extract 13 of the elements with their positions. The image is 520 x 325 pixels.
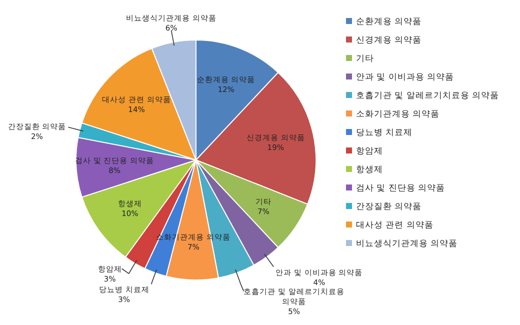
legend-label: 검사 및 진단용 의약품 [356,184,446,194]
legend-label: 대사성 관련 의약품 [356,220,434,230]
legend-label: 신경계용 의약품 [356,36,422,46]
legend-label: 당뇨병 치료제 [356,128,413,138]
legend-label: 비뇨생식기관계용 의약품 [356,239,458,249]
legend-label: 항암제 [356,146,383,156]
legend-label: 소화기관계용 의약품 [356,110,440,120]
legend-label: 항생제 [356,165,383,175]
legend-label: 순환계용 의약품 [356,17,422,27]
legend-label: 안과 및 이비과용 의약품 [356,72,454,82]
legend-label: 호흡기관 및 알레르기치료용 의약품 [356,91,500,101]
legend-label: 간장질환 의약품 [356,202,422,212]
legend-label: 기타 [356,54,374,64]
